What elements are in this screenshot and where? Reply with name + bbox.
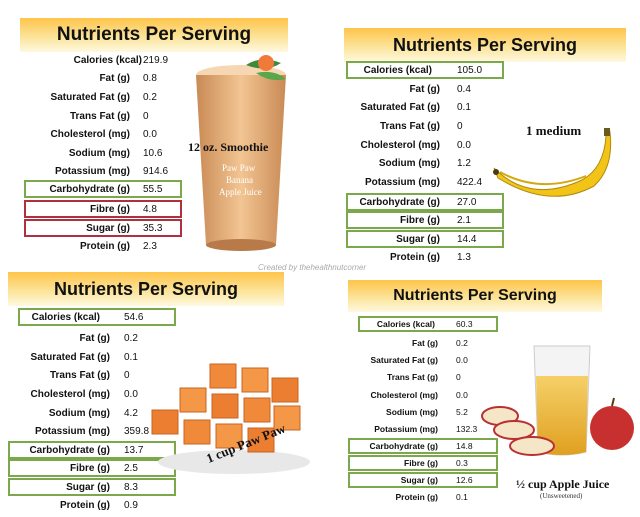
panel-apple-juice: Nutrients Per Serving Calories (kcal) 60… — [340, 270, 640, 517]
highlight-sugar — [8, 478, 176, 496]
highlight-calories — [346, 61, 504, 79]
highlight-sugar — [24, 219, 182, 237]
panel-pawpaw: Nutrients Per Serving Calories (kcal) 54… — [0, 270, 330, 517]
panel-banana: Nutrients Per Serving Calories (kcal) 10… — [330, 0, 640, 263]
credit-text: Created by thehealthnutcorner — [258, 263, 367, 272]
highlight-fibre — [24, 200, 182, 218]
ingredient-label: Paw Paw — [222, 163, 256, 173]
serving-label: ½ cup Apple Juice — [516, 477, 610, 491]
highlight-carbohydrate — [8, 441, 176, 459]
panel-title: Nutrients Per Serving — [8, 272, 284, 306]
panel-smoothie: Nutrients Per Serving Calories (kcal) 21… — [0, 0, 300, 262]
highlight-carbohydrate — [24, 180, 182, 198]
highlight-fibre — [348, 455, 498, 471]
pawpaw-cubes-icon — [151, 363, 310, 474]
highlight-sugar — [346, 230, 504, 248]
highlight-fibre — [346, 211, 504, 229]
highlight-calories — [18, 308, 176, 326]
panel-title: Nutrients Per Serving — [344, 28, 626, 62]
ingredient-label: Banana — [226, 175, 253, 185]
highlight-sugar — [348, 472, 498, 488]
panel-title: Nutrients Per Serving — [348, 280, 602, 312]
ingredient-label: Apple Juice — [219, 187, 262, 197]
serving-note: (Unsweetened) — [540, 492, 583, 500]
highlight-carbohydrate — [346, 193, 504, 211]
highlight-carbohydrate — [348, 438, 498, 454]
serving-label: 12 oz. Smoothie — [188, 140, 269, 154]
serving-label: 1 medium — [526, 123, 582, 138]
apple-juice-icon — [481, 345, 634, 456]
panel-title: Nutrients Per Serving — [20, 18, 288, 52]
highlight-calories — [358, 316, 498, 332]
smoothie-glass-icon — [196, 55, 286, 251]
banana-icon — [493, 128, 612, 197]
